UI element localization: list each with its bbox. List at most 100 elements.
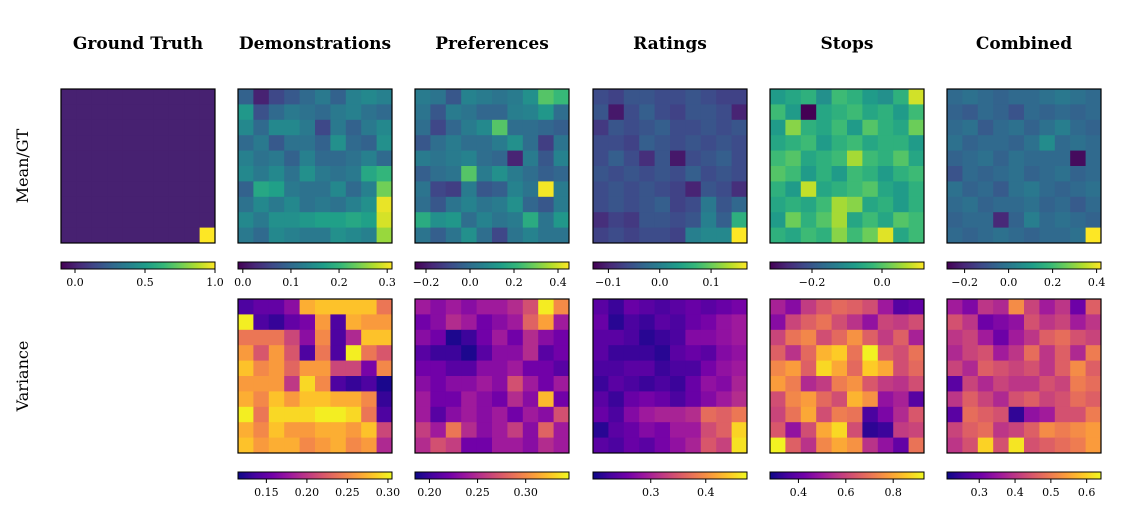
heatmap-cell [993, 314, 1009, 331]
heatmap-cell [608, 345, 625, 361]
heatmap-cell [1024, 406, 1040, 423]
heatmap-cell [862, 360, 879, 377]
heatmap-cell [315, 196, 331, 213]
heatmap-cell [61, 227, 77, 244]
heatmap-cell [654, 299, 671, 315]
heatmap-cell [947, 422, 963, 438]
heatmap-cell [284, 299, 300, 315]
heatmap-cell [553, 376, 570, 392]
heatmap-cell [816, 166, 832, 182]
heatmap-cell [770, 391, 786, 408]
heatmap-cell [538, 314, 554, 331]
heatmap-cell [507, 406, 524, 423]
heatmap-cell [716, 314, 732, 331]
heatmap-cell [522, 150, 539, 167]
heatmap-cell [492, 345, 508, 361]
colorbar-tick-label: 0.4 [549, 276, 567, 289]
heatmap-cell [345, 135, 362, 151]
heatmap-cell [877, 150, 894, 167]
colorbar-tick-label: 0.0 [651, 276, 669, 289]
heatmap-cell [445, 135, 462, 151]
heatmap-variance-ratings [592, 298, 748, 454]
heatmap-cell [993, 437, 1009, 454]
heatmap-cell [199, 212, 216, 228]
heatmap-cell [654, 212, 671, 228]
heatmap-cell [153, 135, 170, 151]
heatmap-cell [345, 89, 362, 105]
heatmap-cell [893, 119, 909, 136]
heatmap-cell [361, 437, 377, 454]
heatmap-cell [461, 89, 477, 105]
heatmap-cell [553, 89, 570, 105]
heatmap-cell [608, 329, 625, 346]
heatmap-cell [507, 360, 524, 377]
heatmap-cell [608, 406, 625, 423]
heatmap-cell [716, 227, 732, 244]
colorbar-tick-label: −0.1 [595, 276, 622, 289]
heatmap-cell [623, 360, 640, 377]
heatmap-cell [816, 212, 832, 228]
heatmap-cell [831, 166, 848, 182]
heatmap-cell [238, 437, 254, 454]
heatmap-cell [1024, 119, 1040, 136]
heatmap-cell [1085, 406, 1102, 423]
colorbar-mean-gt-combined: −0.2 0.0 0.2 0.4 [946, 261, 1105, 289]
heatmap-cell [593, 227, 609, 244]
heatmap-cell [862, 314, 879, 331]
heatmap-cell [430, 104, 447, 121]
heatmap-cell [330, 227, 347, 244]
heatmap-cell [1085, 299, 1102, 315]
heatmap-cell [800, 329, 817, 346]
heatmap-cell [445, 329, 462, 346]
heatmap-cell [430, 376, 447, 392]
heatmap-cell [430, 135, 447, 151]
heatmap-cell [847, 212, 863, 228]
heatmap-cell [415, 166, 431, 182]
heatmap-cell [184, 135, 200, 151]
heatmap-cell [415, 299, 431, 315]
heatmap-cell [430, 166, 447, 182]
heatmap-cell [962, 181, 979, 198]
heatmap-cell [623, 212, 640, 228]
heatmap-cell [608, 391, 625, 408]
heatmap-cell [893, 422, 909, 438]
heatmap-cell [993, 150, 1009, 167]
heatmap-cell [345, 181, 362, 198]
heatmap-cell [639, 329, 655, 346]
heatmap-cell [253, 212, 270, 228]
heatmap-cell [993, 196, 1009, 213]
heatmap-cell [847, 166, 863, 182]
heatmap-cell [445, 391, 462, 408]
heatmap-cell [893, 89, 909, 105]
heatmap-cell [1054, 227, 1071, 244]
heatmap-cell [168, 181, 185, 198]
heatmap-cell [1039, 135, 1056, 151]
heatmap-cell [977, 119, 994, 136]
heatmap-cell [76, 104, 93, 121]
heatmap-cell [476, 422, 493, 438]
heatmap-cell [91, 227, 108, 244]
heatmap-cell [670, 391, 686, 408]
heatmap-cell [862, 135, 879, 151]
heatmap-cell [476, 437, 493, 454]
heatmap-cell [1039, 376, 1056, 392]
heatmap-cell [800, 376, 817, 392]
heatmap-cell [977, 212, 994, 228]
heatmap-cell [1024, 196, 1040, 213]
heatmap-cell [1085, 181, 1102, 198]
heatmap-cell [877, 119, 894, 136]
heatmap-cell [816, 104, 832, 121]
heatmap-cell [1070, 135, 1086, 151]
heatmap-cell [107, 119, 123, 136]
heatmap-cell [623, 437, 640, 454]
heatmap-variance-demonstrations [237, 298, 393, 454]
heatmap-frame [237, 298, 393, 454]
heatmap-cell [91, 119, 108, 136]
heatmap-cell [785, 196, 802, 213]
heatmap-cell [731, 329, 748, 346]
heatmap-cell [654, 166, 671, 182]
heatmap-cell [685, 422, 702, 438]
heatmap-cell [654, 196, 671, 213]
heatmap-cell [1024, 329, 1040, 346]
heatmap-cell [731, 166, 748, 182]
